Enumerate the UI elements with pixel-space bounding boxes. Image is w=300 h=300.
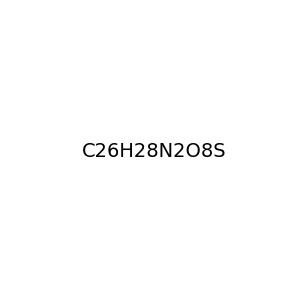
Text: C26H28N2O8S: C26H28N2O8S <box>81 142 226 161</box>
